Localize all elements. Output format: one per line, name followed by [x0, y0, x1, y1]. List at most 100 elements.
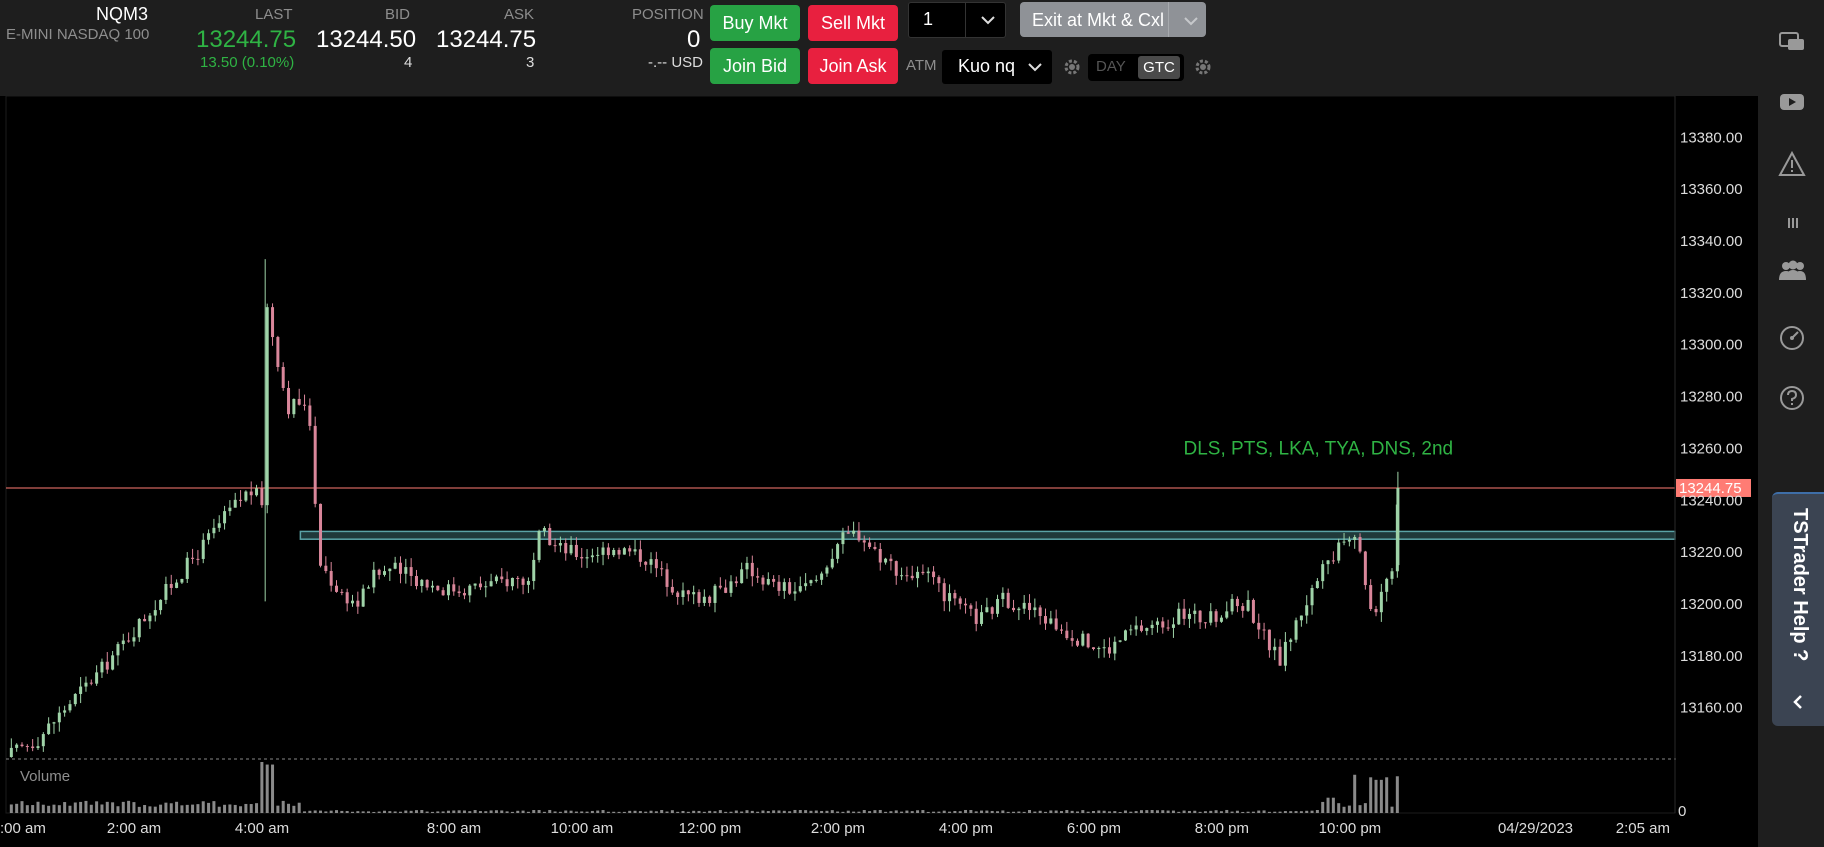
candle-body: [1203, 622, 1207, 624]
x-tick-label: 12:00 pm: [679, 820, 742, 837]
volume-bar: [1337, 803, 1341, 813]
volume-pane-label: Volume: [20, 768, 70, 785]
candle-body: [462, 593, 466, 596]
candle-body: [41, 734, 45, 747]
quantity-selector[interactable]: 1: [908, 2, 1006, 38]
candle-body: [1107, 647, 1111, 654]
join-ask-button[interactable]: Join Ask: [808, 48, 898, 84]
y-tick-label: 13240.00: [1680, 492, 1743, 509]
tif-gtc-option[interactable]: GTC: [1138, 56, 1180, 79]
exit-at-market-button[interactable]: Exit at Mkt & Cxl: [1020, 2, 1206, 37]
volume-bar: [1369, 777, 1373, 813]
candle-body: [489, 581, 493, 587]
tif-day-option[interactable]: DAY: [1096, 58, 1126, 75]
help-icon[interactable]: [1778, 384, 1806, 412]
volume-bar: [84, 800, 88, 813]
volume-bar: [916, 810, 920, 813]
volume-bar: [1155, 810, 1159, 813]
volume-bar: [686, 811, 690, 813]
candle-body: [942, 583, 946, 602]
candle-body: [1262, 629, 1266, 631]
volume-bar: [926, 811, 930, 813]
volume-bar: [271, 764, 275, 813]
candle-body: [1267, 629, 1271, 651]
volume-bar: [921, 810, 925, 813]
volume-bar: [1342, 806, 1346, 813]
candle-body: [852, 530, 856, 534]
volume-bar: [980, 810, 984, 813]
current-price-tag-label: 13244.75: [1679, 480, 1742, 497]
tstrader-help-tab[interactable]: TSTrader Help ?: [1772, 492, 1824, 726]
atm-strategy-select[interactable]: Kuo nq: [942, 50, 1052, 84]
volume-bar: [1267, 811, 1271, 813]
volume-bar: [862, 810, 866, 813]
candle-body: [388, 568, 392, 572]
volume-bar: [132, 802, 136, 813]
top-quote-bar: NQM3 E-MINI NASDAQ 100 LAST 13244.75 13.…: [0, 0, 1758, 96]
join-bid-button[interactable]: Join Bid: [710, 48, 800, 84]
candle-body: [548, 527, 552, 546]
volume-bar: [175, 801, 179, 813]
speedometer-icon[interactable]: [1778, 324, 1806, 352]
candle-body: [63, 710, 67, 713]
volume-bar: [1038, 810, 1042, 813]
chevron-down-icon[interactable]: [977, 9, 999, 31]
chart-annotation: DLS, PTS, LKA, TYA, DNS, 2nd: [1184, 438, 1454, 459]
video-icon[interactable]: [1778, 88, 1806, 116]
candle-body: [628, 548, 632, 552]
bid-price[interactable]: 13244.50: [316, 26, 417, 53]
buy-market-button[interactable]: Buy Mkt: [710, 5, 800, 41]
candle-body: [1075, 640, 1079, 646]
volume-bar: [884, 811, 888, 813]
users-icon[interactable]: [1778, 256, 1806, 284]
gear-icon[interactable]: [1062, 57, 1082, 77]
volume-bar: [697, 810, 701, 813]
gear-icon[interactable]: [1193, 57, 1213, 77]
chat-icon[interactable]: [1778, 28, 1806, 56]
volume-bar: [1310, 810, 1314, 813]
ask-price[interactable]: 13244.75: [436, 26, 537, 53]
candle-body: [180, 578, 184, 583]
sell-market-button[interactable]: Sell Mkt: [808, 5, 898, 41]
candle-body: [361, 588, 365, 607]
price-chart[interactable]: 13244.75 13380.00 13360.00 13340.00 13320.0…: [0, 96, 1758, 847]
volume-bar: [143, 805, 147, 813]
volume-bar: [1065, 810, 1069, 813]
exit-label: Exit at Mkt & Cxl: [1032, 10, 1165, 30]
y-tick-label: 13320.00: [1680, 285, 1743, 302]
volume-bar: [153, 806, 157, 813]
symbol[interactable]: NQM3: [96, 4, 149, 24]
candle-body: [303, 404, 307, 406]
x-tick-label: 4:00 am: [235, 820, 289, 837]
volume-bar: [740, 811, 744, 813]
quantity-value: 1: [923, 9, 934, 29]
support-zone[interactable]: [299, 530, 1676, 540]
volume-bar: [303, 811, 307, 813]
candle-body: [281, 366, 285, 388]
candle-body: [681, 590, 685, 597]
volume-bar: [297, 802, 301, 813]
candle-body: [1097, 648, 1101, 650]
chevron-down-icon[interactable]: [1180, 10, 1202, 32]
candle-body: [345, 592, 349, 604]
volume-bar: [1203, 811, 1207, 813]
candle-body: [1219, 617, 1223, 622]
time-in-force-toggle[interactable]: DAY GTC: [1088, 54, 1184, 81]
candle-body: [985, 607, 989, 613]
candle-body: [414, 575, 418, 587]
volume-bar: [1385, 777, 1389, 813]
candle-body: [1006, 592, 1010, 608]
volume-bar: [340, 810, 344, 813]
chevron-left-icon[interactable]: [1786, 690, 1810, 714]
warning-icon[interactable]: [1778, 150, 1806, 178]
volume-bar: [820, 810, 824, 813]
candle-body: [1081, 633, 1085, 646]
volume-bar: [20, 801, 24, 813]
volume-bar: [207, 802, 211, 813]
volume-bar: [1182, 810, 1186, 813]
candle-body: [1118, 640, 1122, 642]
menu-icon[interactable]: [1778, 210, 1806, 238]
volume-bar: [1097, 810, 1101, 813]
volume-bar: [127, 800, 131, 813]
volume-bar: [958, 811, 962, 813]
